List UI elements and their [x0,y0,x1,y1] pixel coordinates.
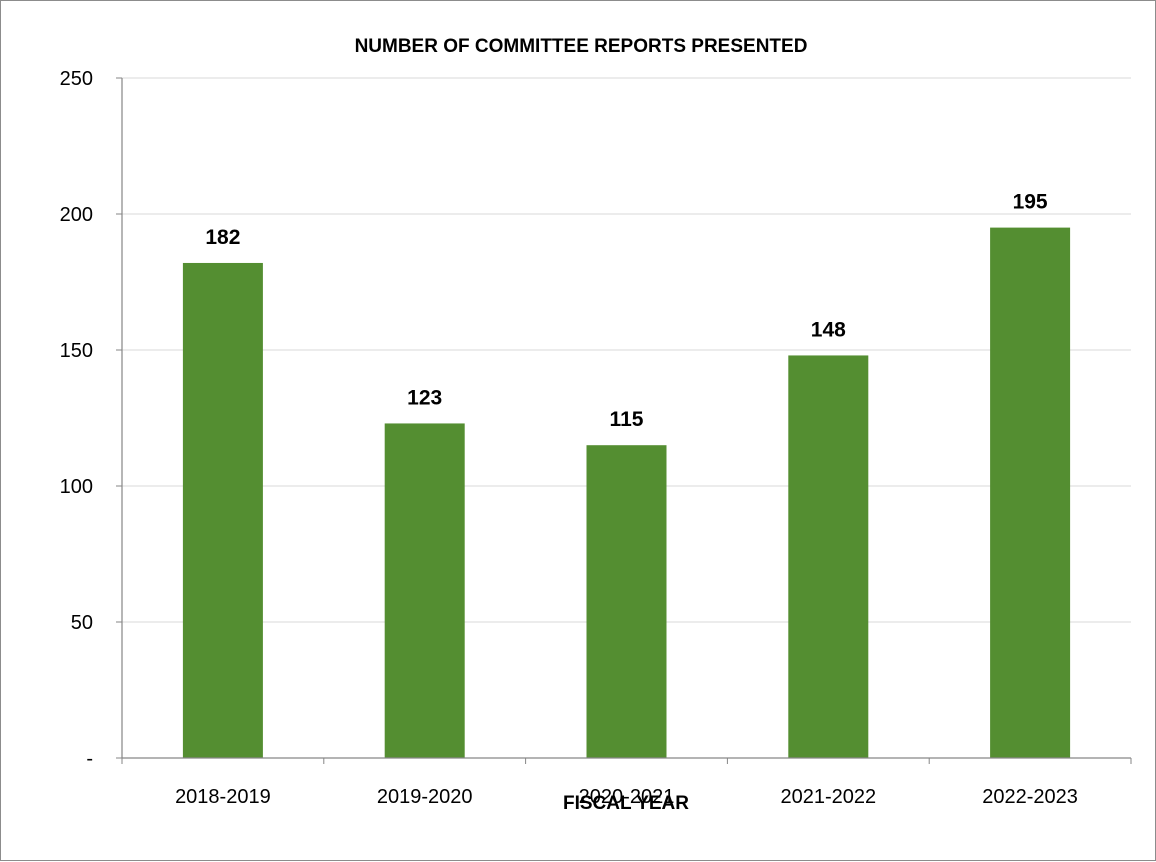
x-tick-label: 2020-2021 [579,786,675,808]
bar [990,227,1071,759]
data-label: 123 [407,386,442,409]
data-label: 115 [610,408,644,431]
y-tick-label: 150 [60,340,93,362]
x-tick-label: 2022-2023 [982,786,1078,808]
bar [788,355,869,758]
data-labels: 182 123 115 148 195 [205,191,1048,432]
y-tick-label: 50 [71,612,93,634]
bars [182,227,1071,759]
y-tick-label: - [86,748,93,770]
data-label: 195 [1013,191,1048,214]
x-tick-label: 2018-2019 [175,786,271,808]
gridlines [122,77,1131,623]
y-tick-label: 250 [60,68,93,90]
bar [182,262,263,758]
y-tick-label: 200 [60,204,93,226]
data-label: 148 [811,318,846,341]
x-tick-label: 2019-2020 [377,786,473,808]
x-tick-label: 2021-2022 [780,786,876,808]
bar [586,445,667,758]
axes: - 50 100 150 200 250 2018-2019 2019-2020 2020-20… [60,68,1132,808]
bar [384,423,465,758]
x-axis-title: FISCAL YEAR [563,793,689,814]
data-label: 182 [205,226,240,249]
chart-title: NUMBER OF COMMITTEE REPORTS PRESENTED [355,36,808,57]
y-tick-label: 100 [60,476,93,498]
